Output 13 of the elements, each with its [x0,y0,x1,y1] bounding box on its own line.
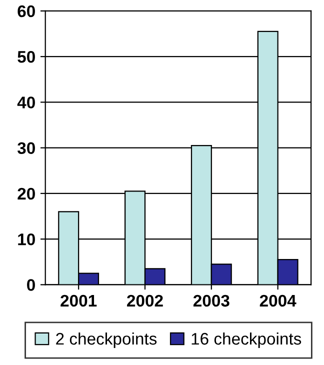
x-tick-label: 2004 [260,294,296,307]
x-tick-label: 2001 [60,294,97,307]
y-tick-label: 40 [17,96,35,108]
y-tick-label: 30 [17,142,35,154]
y-tick-label: 50 [18,50,35,63]
y-tick-label: 20 [18,188,35,200]
y-tick-label: 60 [18,5,35,18]
legend-label: 2 checkpoints [56,332,157,348]
x-tick-label: 2002 [127,294,163,307]
legend-label: 16 checkpoints [192,332,302,348]
x-tick-label: 2003 [193,294,230,307]
y-tick-label: 0 [27,279,35,291]
y-tick-label: 10 [18,233,35,246]
